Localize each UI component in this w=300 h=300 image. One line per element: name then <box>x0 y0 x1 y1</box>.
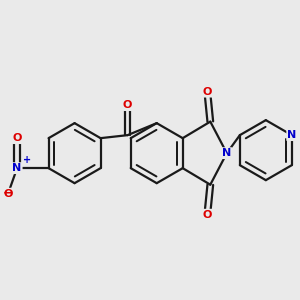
Text: O: O <box>3 189 13 199</box>
Text: −: − <box>2 186 13 199</box>
Text: +: + <box>23 155 31 165</box>
Text: O: O <box>123 100 132 110</box>
Text: O: O <box>12 133 22 143</box>
Text: O: O <box>202 210 212 220</box>
Text: N: N <box>287 130 296 140</box>
Text: N: N <box>222 148 231 158</box>
Text: N: N <box>12 163 22 173</box>
Text: O: O <box>202 87 212 97</box>
